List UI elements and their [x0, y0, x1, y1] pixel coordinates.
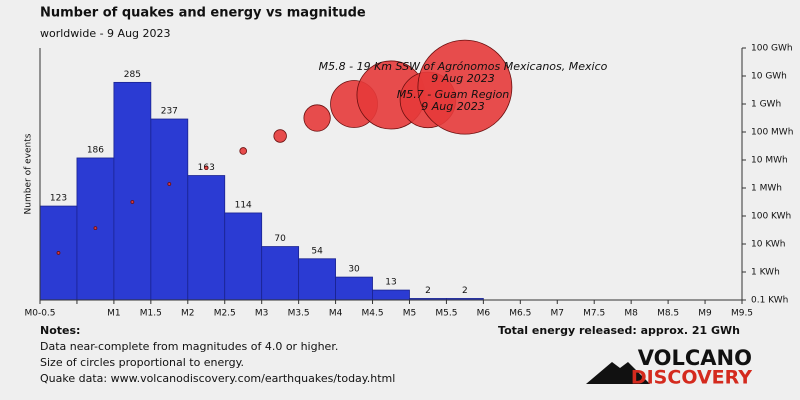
y2-tick-label: 0.1 KWh	[751, 296, 788, 306]
energy-circle	[167, 182, 172, 186]
total-energy: Total energy released: approx. 21 GWh	[498, 324, 740, 337]
logo-bottom: DISCOVERY	[631, 367, 752, 389]
value-label: 123	[50, 194, 67, 204]
value-label: 54	[311, 246, 323, 256]
annotation: M5.8 - 19 Km SSW of Agrónomos Mexicanos,…	[319, 60, 608, 73]
value-label: 285	[124, 70, 141, 80]
x-tick-label: M7	[551, 309, 565, 319]
bar	[113, 81, 152, 301]
value-label: 70	[274, 234, 286, 244]
x-tick-label: M7.5	[583, 309, 605, 319]
x-tick-label: M4.5	[361, 309, 383, 319]
energy-circle	[93, 226, 98, 230]
x-tick-label: M8	[624, 309, 638, 319]
energy-circle	[204, 165, 209, 171]
logo-mountain	[586, 362, 650, 384]
y2-tick-label: 1 MWh	[751, 184, 782, 194]
value-label: 13	[385, 278, 396, 288]
value-label: 2	[462, 286, 468, 296]
x-tick-label: M6	[477, 309, 491, 319]
bar	[372, 289, 410, 301]
chart-subtitle: worldwide - 9 Aug 2023	[40, 27, 171, 40]
notes-title: Notes:	[40, 324, 80, 337]
value-label: 2	[425, 286, 431, 296]
x-tick-label: M5.5	[435, 309, 457, 319]
y2-tick-label: 100 GWh	[751, 44, 793, 54]
annotation: 9 Aug 2023	[421, 100, 484, 113]
x-tick-label: M1	[107, 309, 121, 319]
x-tick-label: M6.5	[509, 309, 531, 319]
x-tick-label: M4	[329, 309, 343, 319]
value-label: 186	[87, 145, 104, 155]
bar	[298, 258, 336, 301]
value-label: 237	[161, 107, 178, 117]
y2-tick-label: 1 GWh	[751, 100, 781, 110]
y2-tick-label: 10 KWh	[751, 240, 786, 250]
y2-tick-label: 10 GWh	[751, 72, 787, 82]
bar	[224, 212, 263, 301]
bar	[261, 246, 300, 301]
bar	[150, 118, 189, 301]
x-tick-label: M9.5	[731, 309, 753, 319]
y-axis-label: Number of events	[24, 133, 34, 214]
y2-tick-label: 100 KWh	[751, 212, 791, 222]
annotation: 9 Aug 2023	[431, 72, 494, 85]
energy-circle	[273, 129, 287, 143]
x-tick-label: M3.5	[288, 309, 310, 319]
energy-circle	[303, 104, 331, 132]
note: Data near-complete from magnitudes of 4.…	[40, 340, 338, 353]
x-tick-label: M1.5	[140, 309, 162, 319]
energy-circle	[239, 147, 248, 155]
x-tick-label: M2.5	[214, 309, 236, 319]
y2-tick-label: 100 MWh	[751, 128, 793, 138]
x-tick-label: M5	[403, 309, 417, 319]
x-tick-label: M8.5	[657, 309, 679, 319]
value-label: 30	[348, 265, 360, 275]
chart-title: Number of quakes and energy vs magnitude	[40, 6, 366, 21]
annotation: M5.7 - Guam Region	[397, 88, 510, 101]
bar	[335, 276, 373, 301]
energy-circle	[417, 39, 513, 135]
bar	[187, 175, 226, 301]
x-tick-label: M0-0.5	[24, 309, 55, 319]
note: Size of circles proportional to energy.	[40, 356, 244, 369]
x-tick-label: M9	[698, 309, 712, 319]
x-tick-label: M2	[181, 309, 195, 319]
value-label: 114	[235, 200, 252, 210]
energy-circle	[130, 200, 135, 204]
energy-circle	[56, 251, 61, 255]
y2-tick-label: 10 MWh	[751, 156, 788, 166]
logo-top: VOLCANO	[638, 346, 752, 370]
note: Quake data: www.volcanodiscovery.com/ear…	[40, 372, 395, 385]
x-tick-label: M3	[255, 309, 269, 319]
y2-tick-label: 1 KWh	[751, 268, 780, 278]
